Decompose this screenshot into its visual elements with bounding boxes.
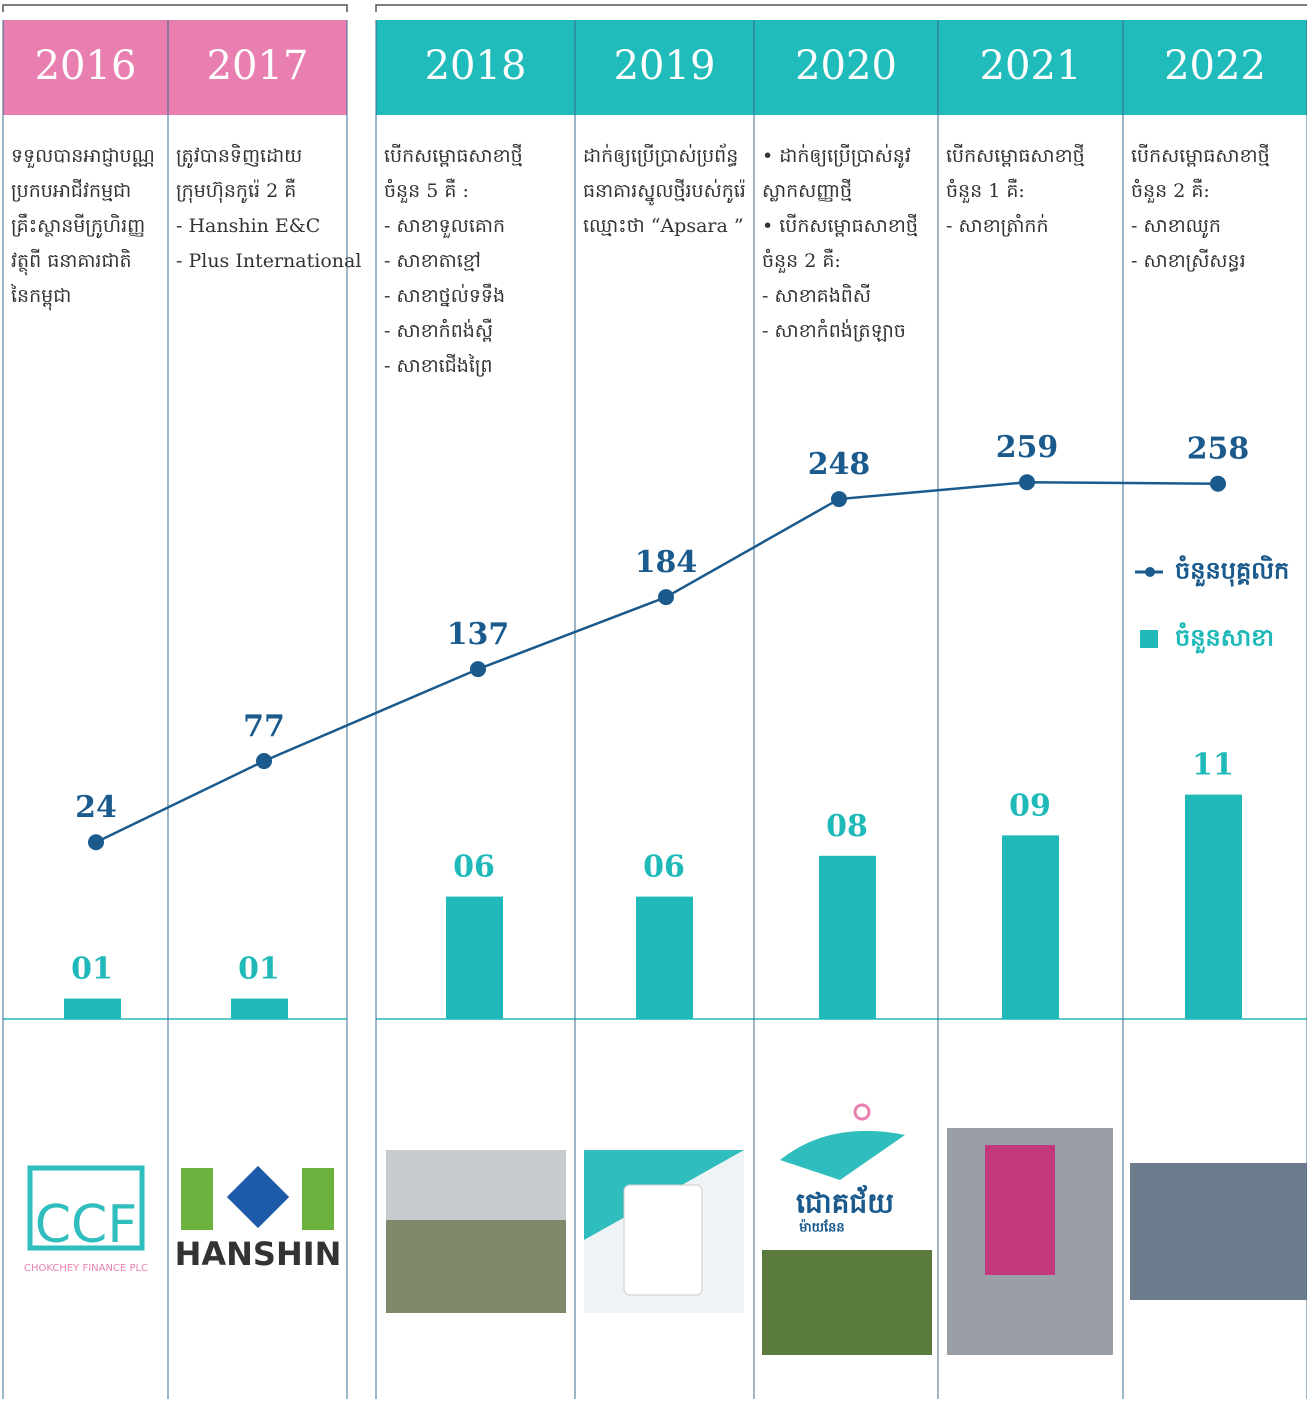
legend-dot bbox=[1145, 567, 1155, 577]
photo-boat bbox=[762, 1250, 932, 1355]
description-line: ដាក់ឲ្យប្រើប្រាស់ប្រព័ន្ធ bbox=[583, 143, 738, 167]
line-label: 24 bbox=[75, 790, 117, 825]
description-line: - សាខាថ្នល់ទទឹង bbox=[384, 283, 505, 307]
line-point bbox=[256, 753, 272, 769]
description-line: វត្ថុពី ធនាគារជាតិ bbox=[11, 248, 132, 276]
description-line: ឈ្មោះថា “Apsara ” bbox=[583, 215, 744, 237]
legend-label: ចំនួនសាខា bbox=[1175, 622, 1274, 655]
photo-expo bbox=[1130, 1163, 1307, 1300]
hanshin-logo: HANSHIN bbox=[175, 1166, 342, 1273]
description-line: ធនាគារស្នូលថ្មីរបស់កូរ៉េ bbox=[583, 178, 746, 206]
year-label: 2022 bbox=[1164, 43, 1266, 89]
description-line: • បើកសម្ពោធសាខាថ្មី bbox=[762, 213, 918, 237]
ccf-name: CHOKCHEY FINANCE PLC bbox=[24, 1263, 148, 1274]
description-line: - សាខាកំពង់ត្រឡាច bbox=[762, 318, 906, 342]
description-line: - សាខាទួលគោក bbox=[384, 215, 505, 239]
description-line: ចំនួន 2 គឺ: bbox=[1131, 178, 1210, 204]
line-point bbox=[470, 661, 486, 677]
description-line: ក្រុមហ៊ុនកូរ៉េ 2 គឺ bbox=[176, 178, 296, 204]
bar bbox=[231, 999, 288, 1019]
description-line: បើកសម្ពោធសាខាថ្មី bbox=[384, 143, 523, 167]
bar bbox=[819, 856, 876, 1019]
photo-building-facade bbox=[985, 1145, 1055, 1275]
description-line: ត្រូវបានទិញដោយ bbox=[176, 143, 302, 169]
description-line: ទទួលបានអាជ្ញាបណ្ណ bbox=[11, 145, 155, 169]
line-point bbox=[88, 834, 104, 850]
description-line: - Plus International bbox=[176, 250, 361, 272]
bar bbox=[1002, 835, 1059, 1019]
line-point bbox=[831, 491, 847, 507]
description-line: - សាខាជើងព្រៃ bbox=[384, 353, 493, 377]
bracket bbox=[376, 5, 1307, 12]
description-line: នៃកម្ពុជា bbox=[10, 283, 71, 311]
line-label: 259 bbox=[996, 430, 1059, 465]
year-label: 2018 bbox=[425, 43, 527, 89]
year-label: 2020 bbox=[795, 43, 897, 89]
year-label: 2017 bbox=[207, 43, 309, 89]
ccf-text: CCF bbox=[35, 1195, 138, 1255]
brand-logo: ជោគជ័យ ម៉ាយនែន bbox=[780, 1105, 905, 1236]
line-point bbox=[658, 589, 674, 605]
year-label: 2019 bbox=[614, 43, 716, 89]
description-line: បើកសម្ពោធសាខាថ្មី bbox=[946, 143, 1085, 167]
description-line: ចំនួន 5 គឺ : bbox=[384, 178, 469, 204]
bar bbox=[636, 897, 693, 1019]
line-label: 77 bbox=[243, 709, 285, 744]
line-label: 248 bbox=[808, 447, 871, 482]
photo-app-card bbox=[624, 1185, 702, 1295]
description-line: - សាខាស្រីសន្ធរ bbox=[1131, 248, 1246, 272]
legend-label: ចំនួនបុគ្គលិក bbox=[1175, 555, 1289, 588]
description-line: ចំនួន 1 គឺ: bbox=[946, 178, 1025, 204]
ccf-logo: CCF CHOKCHEY FINANCE PLC bbox=[24, 1168, 148, 1274]
description-line: គ្រឹះស្ថានមីក្រូហិរញ្ញ bbox=[11, 213, 145, 239]
description-line: • ដាក់ឲ្យប្រើប្រាស់នូវ bbox=[762, 143, 911, 169]
timeline: CCF CHOKCHEY FINANCE PLC HANSHIN ជោគជ័យ … bbox=[0, 0, 1307, 1399]
line-label: 137 bbox=[447, 617, 510, 652]
bracket bbox=[3, 5, 347, 12]
description-line: បើកសម្ពោធសាខាថ្មី bbox=[1131, 143, 1270, 167]
description-line: - សាខាតាខ្មៅ bbox=[384, 250, 481, 272]
bar-label: 06 bbox=[453, 850, 495, 885]
bar bbox=[64, 999, 121, 1019]
hanshin-text: HANSHIN bbox=[175, 1235, 342, 1273]
description-line: - សាខាឈូក bbox=[1131, 215, 1221, 239]
bar-label: 11 bbox=[1192, 748, 1234, 783]
line-point bbox=[1019, 474, 1035, 490]
bar bbox=[1185, 795, 1242, 1019]
description-line: ចំនួន 2 គឺ: bbox=[762, 248, 841, 274]
bar-label: 06 bbox=[643, 850, 685, 885]
bar-label: 09 bbox=[1009, 788, 1051, 823]
description-line: ប្រកបអាជីវកម្មជា bbox=[11, 178, 131, 202]
bar-label: 01 bbox=[71, 952, 113, 987]
year-label: 2021 bbox=[980, 43, 1082, 89]
bar bbox=[446, 897, 503, 1019]
description-line: - សាខាកំពង់ស្ពឺ bbox=[384, 318, 493, 342]
brand-text: ជោគជ័យ bbox=[796, 1185, 894, 1220]
description-line: - សាខាត្រាំកក់ bbox=[946, 213, 1049, 237]
brand-sub: ម៉ាយនែន bbox=[799, 1219, 844, 1236]
bar-label: 01 bbox=[238, 952, 280, 987]
line-point bbox=[1210, 476, 1226, 492]
bar-label: 08 bbox=[826, 809, 868, 844]
year-label: 2016 bbox=[35, 43, 137, 89]
line-label: 184 bbox=[635, 545, 698, 580]
legend-swatch bbox=[1140, 630, 1158, 648]
description-line: - សាខាគងពិសី bbox=[762, 283, 871, 307]
photo-sky bbox=[386, 1150, 566, 1220]
line-label: 258 bbox=[1187, 432, 1250, 467]
description-line: ស្លាកសញ្ញាថ្មី bbox=[762, 178, 852, 202]
description-line: - Hanshin E&C bbox=[176, 215, 320, 237]
